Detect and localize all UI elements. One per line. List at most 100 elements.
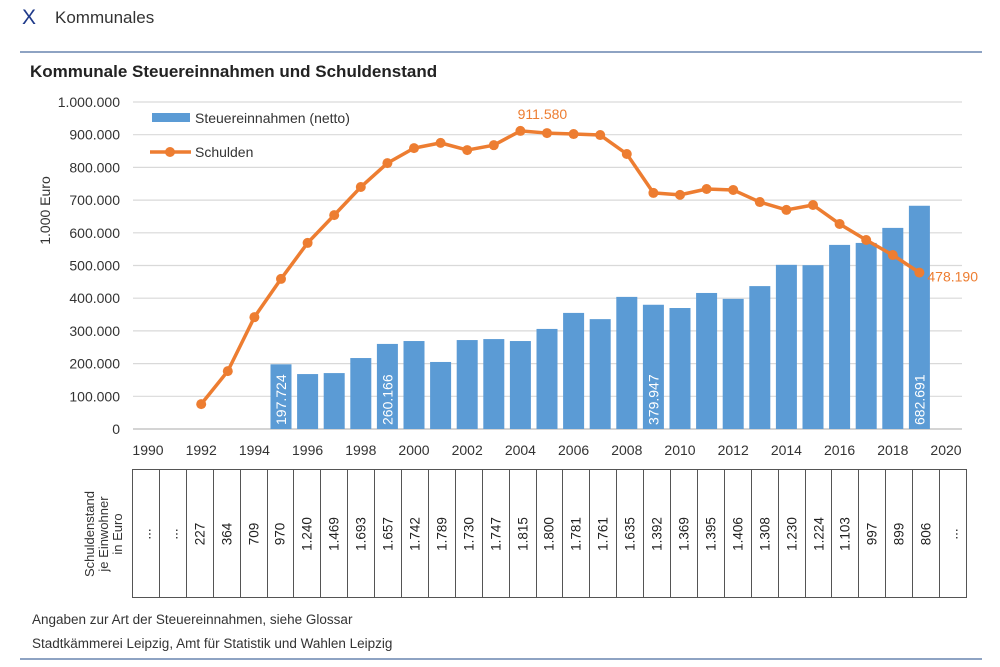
debt-point-2013: [754, 197, 765, 208]
bar-2009: [642, 304, 664, 429]
table-cell-1995: 970: [266, 469, 295, 598]
table-cell-2014: 1.230: [777, 469, 806, 598]
debt-point-1996: [302, 237, 313, 248]
table-cell-2017: 997: [858, 469, 887, 598]
bar-2013: [749, 286, 771, 429]
table-cell-2011: 1.395: [696, 469, 725, 598]
x-tick-label: 2020: [930, 442, 961, 458]
x-tick-label: 2002: [452, 442, 483, 458]
bar-2019: [908, 205, 930, 429]
bar-2015: [802, 265, 824, 429]
table-cell-1991: ...: [158, 469, 187, 598]
table-cell-value: 1.230: [784, 516, 800, 551]
bar-data-label: 379.947: [645, 374, 661, 425]
bar-2011: [696, 292, 718, 429]
bar-data-label: 197.724: [273, 374, 289, 425]
table-cell-2012: 1.406: [723, 469, 752, 598]
bar-2018: [882, 227, 904, 429]
close-icon[interactable]: X: [22, 6, 37, 29]
table-cell-value: 1.469: [326, 516, 342, 551]
bar-2014: [775, 264, 797, 429]
y-tick-label: 600.000: [69, 225, 120, 241]
debt-point-2009: [648, 187, 659, 198]
table-cell-2016: 1.103: [831, 469, 860, 598]
table-cell-value: 1.730: [461, 516, 477, 551]
debt-point-2004: [515, 125, 526, 136]
debt-point-2018: [887, 250, 898, 261]
y-tick-label: 500.000: [69, 258, 120, 274]
x-tick-label: 1998: [345, 442, 376, 458]
bar-1997: [323, 373, 345, 429]
y-axis-label: 1.000 Euro: [37, 176, 53, 245]
debt-point-1995: [276, 273, 286, 284]
table-cell-value: 1.635: [622, 516, 638, 551]
table-cell-2019: 806: [912, 469, 941, 598]
table-cell-value: 1.693: [353, 516, 369, 551]
legend-bar-swatch: [152, 113, 190, 122]
bar-2001: [430, 361, 452, 429]
table-cell-2010: 1.369: [670, 469, 698, 598]
y-tick-label: 0: [112, 421, 120, 437]
x-tick-label: 2008: [611, 442, 642, 458]
x-tick-label: 1996: [292, 442, 323, 458]
debt-point-2007: [595, 130, 606, 141]
table-cell-value: 1.308: [757, 516, 773, 551]
table-cell-value: 1.781: [568, 516, 584, 551]
debt-point-2006: [568, 129, 579, 140]
footnote: Angaben zur Art der Steuereinnahmen, sie…: [32, 612, 353, 627]
table-cell-2003: 1.747: [481, 469, 510, 598]
table-cell-value: 1.742: [407, 516, 423, 551]
bar-1996: [297, 374, 319, 429]
table-cell-1997: 1.469: [320, 469, 349, 598]
legend-label: Steuereinnahmen (netto): [195, 110, 350, 126]
table-cell-value: 1.815: [515, 516, 531, 551]
table-cell-value: 1.406: [730, 516, 746, 551]
table-cell-2001: 1.789: [427, 469, 456, 598]
table-cell-value: 1.395: [703, 516, 719, 551]
bar-2003: [483, 339, 505, 429]
x-tick-label: 2000: [398, 442, 429, 458]
debt-point-2017: [861, 234, 872, 245]
divider: [20, 658, 982, 660]
x-tick-label: 1990: [132, 442, 163, 458]
debt-point-2011: [701, 183, 712, 194]
table-cell-1999: 1.657: [374, 469, 403, 598]
table-cell-2009: 1.392: [643, 469, 672, 598]
bar-2012: [722, 298, 744, 429]
table-cell-value: ...: [945, 527, 961, 540]
table-cell-value: 1.103: [837, 516, 853, 551]
debt-point-1993: [222, 366, 233, 377]
debt-point-2019: [914, 267, 925, 278]
line-data-label: 911.580: [518, 106, 568, 122]
table-cell-value: 997: [864, 522, 880, 545]
x-tick-label: 2004: [505, 442, 536, 458]
table-cell-2007: 1.761: [589, 469, 618, 598]
table-cell-value: 227: [192, 522, 208, 545]
table-cell-value: 1.224: [811, 516, 827, 551]
bar-data-label: 682.691: [911, 374, 927, 425]
table-cell-1994: 709: [239, 469, 268, 598]
y-tick-label: 400.000: [69, 290, 120, 306]
y-tick-label: 100.000: [69, 388, 120, 404]
table-cell-value: 1.369: [676, 516, 692, 551]
x-tick-label: 2018: [877, 442, 908, 458]
debt-point-1998: [355, 182, 366, 193]
y-tick-label: 800.000: [69, 159, 120, 175]
table-cell-value: 1.747: [488, 516, 504, 551]
x-tick-label: 1992: [186, 442, 217, 458]
x-tick-label: 2016: [824, 442, 855, 458]
table-cell-2018: 899: [885, 469, 914, 598]
legend-line-marker: [165, 147, 175, 157]
debt-point-2014: [781, 204, 792, 215]
table-cell-1998: 1.693: [347, 469, 376, 598]
debt-point-2002: [462, 145, 473, 156]
bar-data-label: 260.166: [379, 374, 395, 425]
bar-2016: [829, 244, 851, 429]
table-cell-value: 1.657: [380, 516, 396, 551]
bar-2017: [855, 242, 877, 429]
x-tick-label: 2010: [664, 442, 695, 458]
table-cell-value: ...: [165, 527, 181, 540]
y-tick-label: 700.000: [69, 192, 120, 208]
table-cell-value: 1.800: [541, 516, 557, 551]
